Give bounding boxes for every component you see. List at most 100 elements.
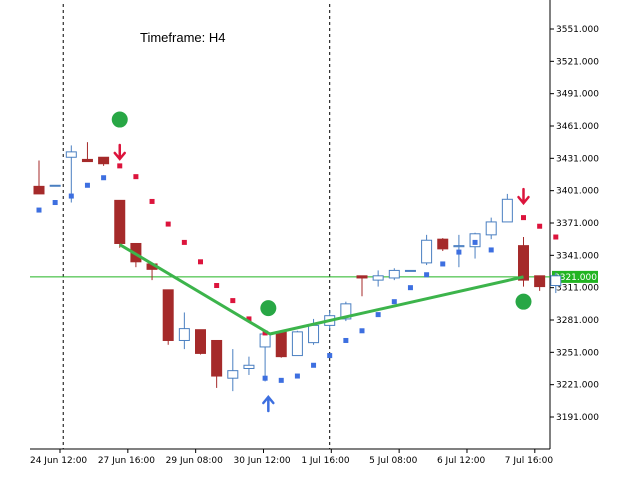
candle-body-bull	[550, 275, 562, 287]
candle-body-bull	[372, 275, 384, 281]
blue-dot	[472, 239, 478, 245]
current-price-line-group: 3321.000	[30, 270, 598, 283]
zigzag-group	[118, 243, 524, 336]
x-tick-label: 29 Jun 08:00	[166, 456, 223, 466]
blue-dot	[278, 377, 284, 383]
y-tick-label: 3311.000	[556, 284, 599, 294]
arrow-down-icon	[113, 143, 126, 161]
blue-dot	[456, 249, 462, 255]
candle-body-bull	[388, 269, 400, 279]
candle-body-bear	[534, 275, 546, 288]
candle-body-bear	[275, 331, 287, 358]
blue-dot	[327, 353, 333, 359]
y-tick-label: 3281.000	[556, 316, 599, 326]
x-tick-label: 5 Jul 08:00	[369, 456, 418, 466]
blue-dot	[359, 328, 365, 334]
pivot-circle	[515, 293, 532, 310]
blue-dot	[407, 285, 413, 291]
blue-dot	[262, 375, 268, 381]
y-tick-label: 3491.000	[556, 90, 599, 100]
red-dot	[181, 239, 187, 245]
red-dot	[246, 316, 252, 322]
candle-body-bull	[308, 324, 320, 344]
current-price-badge	[552, 270, 598, 283]
candle-body-bear	[162, 289, 174, 341]
current-price-label: 3321.000	[554, 273, 597, 283]
blue-dot	[84, 182, 90, 188]
y-tick-label: 3521.000	[556, 57, 599, 67]
blue-dot	[343, 337, 349, 343]
blue-dot	[36, 207, 42, 213]
candle-body-bull	[501, 198, 513, 223]
red-dot	[165, 221, 171, 227]
red-dot	[553, 234, 559, 240]
y-tick-label: 3371.000	[556, 219, 599, 229]
x-tick-label: 1 Jul 16:00	[301, 456, 350, 466]
red-dot	[133, 174, 139, 180]
y-tick-label: 3221.000	[556, 381, 599, 391]
blue-dot	[375, 312, 381, 318]
candle-body-bear	[356, 275, 368, 279]
pivot-circle	[111, 111, 128, 128]
candle-body-bear	[33, 185, 45, 195]
candle-body-bull	[485, 221, 497, 236]
candle-body-bull	[227, 370, 239, 379]
red-dot	[521, 215, 526, 221]
red-dot	[117, 163, 123, 169]
y-tick-label: 3341.000	[556, 251, 599, 261]
y-tick-label: 3431.000	[556, 154, 599, 164]
y-tick-label: 3191.000	[556, 413, 599, 423]
blue-dot	[488, 247, 494, 253]
signal-markers	[111, 111, 532, 413]
day-separators	[62, 4, 331, 449]
candle-body-bull	[49, 184, 61, 187]
candle-body-bull	[404, 269, 416, 272]
arrow-down-icon	[517, 187, 530, 206]
red-dot	[262, 330, 268, 336]
candle-body-bull	[291, 331, 303, 357]
x-axis: 24 Jun 12:00 27 Jun 16:00 29 Jun 08:00 30 J…	[30, 449, 553, 466]
candles	[33, 142, 562, 392]
blue-dot	[294, 373, 300, 379]
red-dot	[198, 259, 203, 265]
candle-body-bear	[195, 329, 206, 354]
candle-body-bear	[211, 339, 223, 377]
zigzag-line	[118, 243, 524, 336]
candle-body-bull	[259, 333, 271, 348]
candle-body-bear	[98, 156, 110, 165]
blue-dot	[68, 193, 74, 199]
blue-dot	[101, 175, 107, 181]
y-tick-label: 3461.000	[556, 122, 599, 132]
blue-dot	[391, 299, 397, 305]
x-tick-label: 30 Jun 12:00	[233, 456, 290, 466]
candle-body-bull	[65, 151, 77, 158]
candle-body-bull	[421, 239, 433, 264]
candle-body-bear	[518, 245, 529, 281]
candle-body-bear	[437, 238, 449, 250]
x-tick-label: 24 Jun 12:00	[30, 456, 87, 466]
trailing-dots	[36, 163, 559, 383]
blue-dot	[52, 200, 58, 206]
x-tick-label: 27 Jun 16:00	[98, 456, 155, 466]
blue-dot	[440, 261, 446, 267]
candle-body-bull	[178, 328, 190, 341]
blue-dot	[311, 362, 317, 368]
plot-frame	[30, 0, 551, 450]
candle-body-bull	[453, 245, 465, 248]
red-dot	[214, 283, 220, 289]
red-dot	[230, 298, 236, 304]
y-tick-label: 3551.000	[556, 25, 599, 35]
candle-body-bull	[340, 303, 352, 320]
candle-body-bear	[114, 199, 126, 244]
pivot-circle	[260, 300, 277, 317]
blue-dot	[424, 272, 430, 278]
x-tick-label: 6 Jul 12:00	[437, 456, 486, 466]
timeframe-label: Timeframe: H4	[140, 30, 225, 45]
arrow-up-icon	[262, 395, 275, 413]
y-axis: 3551.000 3521.000 3491.000 3461.000 3431.000…	[550, 25, 599, 423]
candle-body-bull	[243, 364, 255, 369]
candle-body-bear	[81, 158, 93, 163]
y-tick-label: 3401.000	[556, 187, 599, 197]
y-tick-label: 3251.000	[556, 348, 599, 358]
